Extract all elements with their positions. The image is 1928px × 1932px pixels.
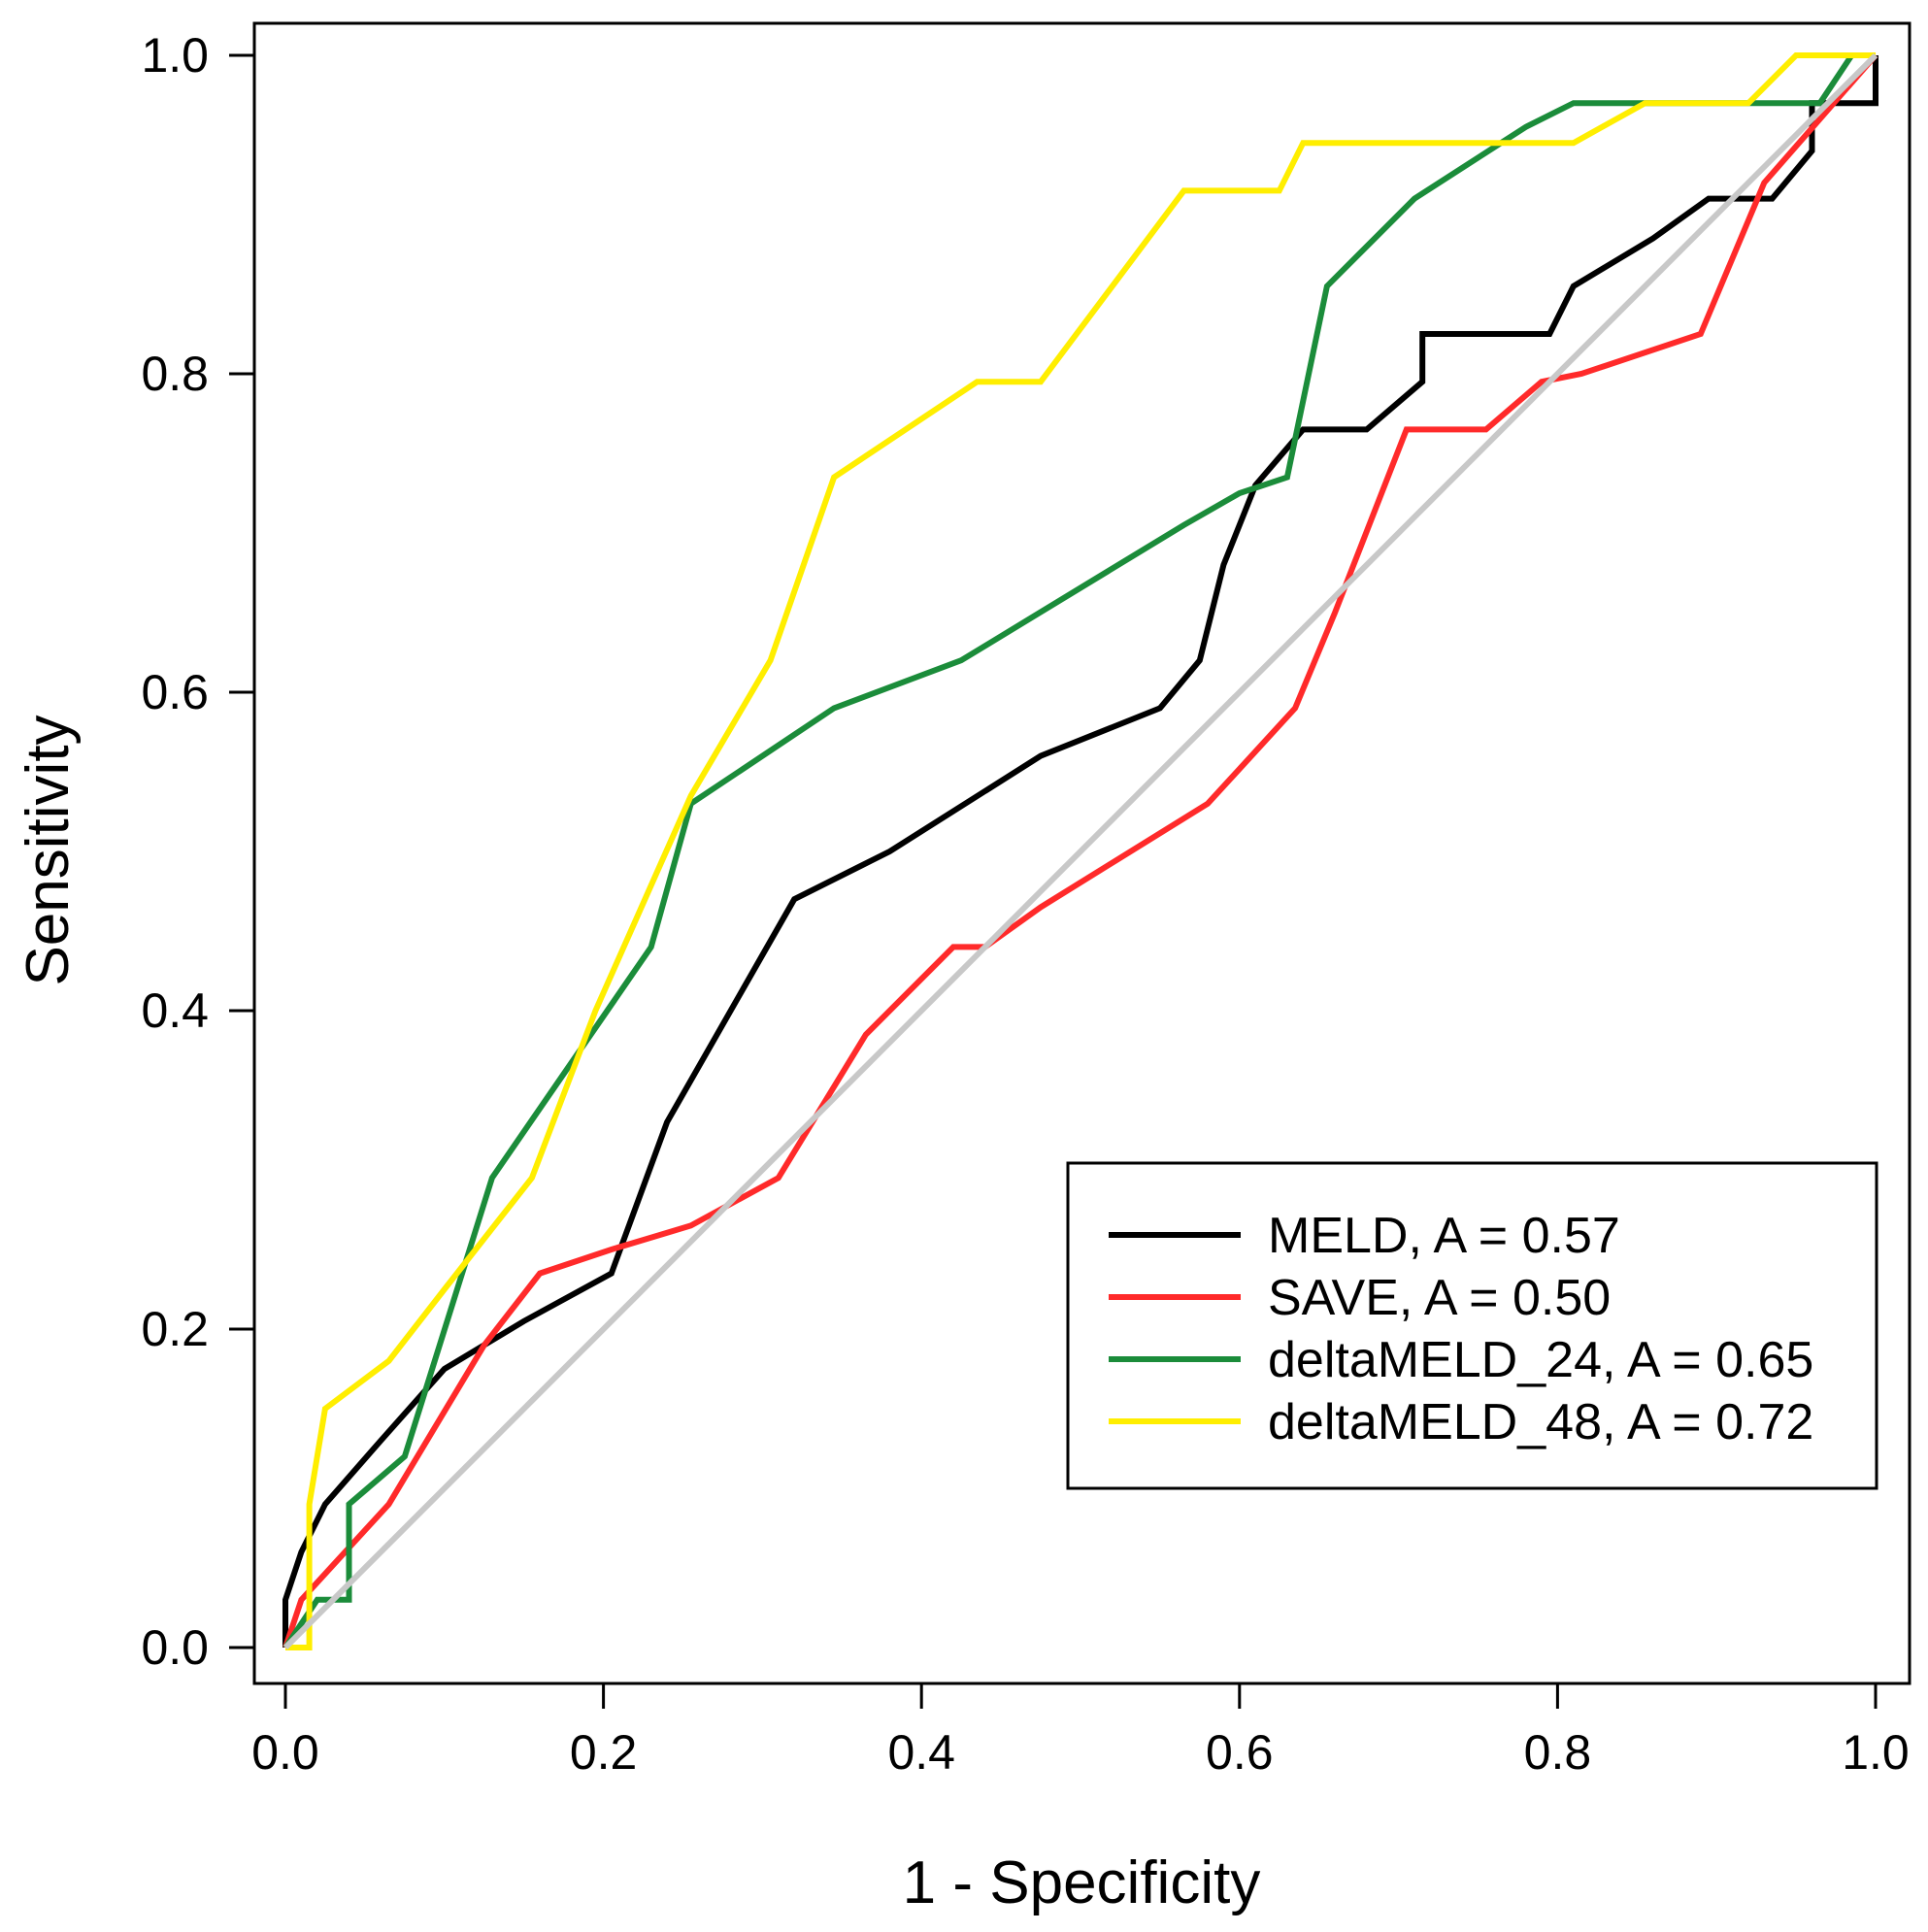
y-tick-label: 0.6 (141, 665, 209, 719)
y-axis: 0.0 0.2 0.4 0.6 0.8 1.0 (141, 28, 254, 1675)
legend: MELD, A = 0.57 SAVE, A = 0.50 deltaMELD_24… (1066, 1161, 1878, 1490)
y-tick-label: 0.2 (141, 1302, 209, 1356)
series-line-meld-a-0-57 (283, 55, 1878, 1648)
x-tick-label: 0.6 (1206, 1725, 1274, 1780)
x-tick-label: 0.2 (570, 1725, 638, 1780)
x-axis-title: 1 - Specificity (903, 1849, 1261, 1916)
x-tick-label: 0.4 (887, 1725, 955, 1780)
x-axis: 0.0 0.2 0.4 0.6 0.8 1.0 (251, 1683, 1910, 1780)
y-tick-label: 0.8 (141, 347, 209, 401)
legend-label: MELD, A = 0.57 (1268, 1208, 1620, 1264)
legend-label: SAVE, A = 0.50 (1268, 1270, 1611, 1326)
x-tick-label: 1.0 (1842, 1725, 1910, 1780)
y-tick-label: 1.0 (141, 28, 209, 83)
series-line-reference (283, 52, 1878, 1650)
y-tick-label: 0.4 (141, 983, 209, 1038)
y-tick-label: 0.0 (141, 1620, 209, 1675)
plot-frame (252, 21, 1911, 1685)
series-line-deltameld-48-a-0-72 (285, 52, 1876, 1650)
legend-label: deltaMELD_48, A = 0.72 (1268, 1394, 1813, 1450)
series-layer (283, 52, 1878, 1650)
legend-label: deltaMELD_24, A = 0.65 (1268, 1332, 1813, 1388)
legend-box (1066, 1161, 1878, 1490)
series-line-deltameld-24-a-0-65 (283, 52, 1876, 1649)
series-line-save-a-0-50 (283, 53, 1878, 1649)
x-tick-label: 0.8 (1524, 1725, 1592, 1780)
y-axis-title: Sensitivity (15, 715, 82, 985)
x-tick-label: 0.0 (251, 1725, 319, 1780)
